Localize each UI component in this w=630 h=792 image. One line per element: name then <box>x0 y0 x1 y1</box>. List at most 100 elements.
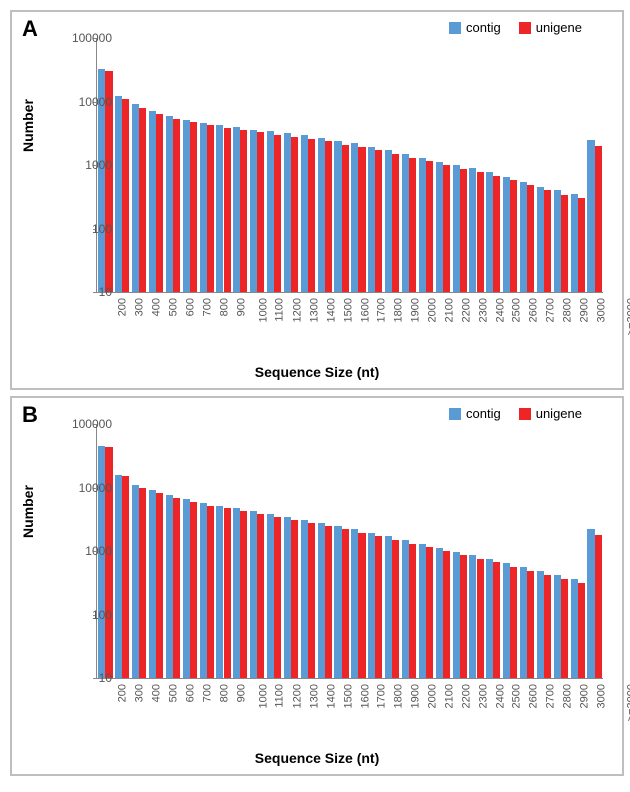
chart-box: BcontigunigeneNumberSequence Size (nt)10… <box>10 396 624 776</box>
x-tick-label: 700 <box>201 298 213 316</box>
page: AcontigunigeneNumberSequence Size (nt)10… <box>0 0 630 792</box>
x-tick-label: 900 <box>235 298 247 316</box>
bar <box>520 567 527 678</box>
bar <box>308 523 315 678</box>
x-tick-label: 2300 <box>477 298 489 322</box>
x-tick-label: 400 <box>151 684 163 702</box>
bar <box>284 517 291 678</box>
bar <box>308 139 315 292</box>
bar <box>561 195 568 292</box>
bar <box>139 108 146 292</box>
bar <box>537 571 544 678</box>
x-tick-label: 1900 <box>410 298 422 322</box>
chart-box: AcontigunigeneNumberSequence Size (nt)10… <box>10 10 624 390</box>
legend-swatch <box>519 22 531 34</box>
bar <box>587 529 594 678</box>
bar <box>358 533 365 678</box>
x-tick-label: 2800 <box>561 298 573 322</box>
bar <box>375 536 382 678</box>
panel-label: B <box>22 402 38 428</box>
bar <box>385 536 392 678</box>
bar <box>233 508 240 678</box>
y-tick-label: 100 <box>52 222 112 236</box>
bar <box>301 135 308 292</box>
x-tick-label: 1300 <box>308 298 320 322</box>
y-tick-label: 1000 <box>52 544 112 558</box>
bar <box>224 128 231 292</box>
x-tick-label: 1400 <box>325 684 337 708</box>
bar <box>469 168 476 292</box>
x-tick-label: 3000 <box>595 684 607 708</box>
plot-area <box>96 38 603 293</box>
bar <box>156 114 163 292</box>
x-tick-label: 1600 <box>359 298 371 322</box>
bar <box>334 526 341 678</box>
bar <box>207 506 214 678</box>
bar <box>561 579 568 678</box>
legend-label: contig <box>466 20 501 35</box>
x-tick-label: 2000 <box>427 298 439 322</box>
bar <box>544 190 551 292</box>
bar <box>493 562 500 678</box>
bar <box>368 147 375 292</box>
legend-label: unigene <box>536 20 582 35</box>
bar <box>493 176 500 292</box>
bar <box>392 154 399 292</box>
bar <box>453 165 460 292</box>
bar <box>342 529 349 678</box>
legend-swatch <box>519 408 531 420</box>
bar <box>477 559 484 678</box>
x-tick-label: 2400 <box>494 684 506 708</box>
x-tick-label: 2900 <box>578 684 590 708</box>
bar <box>469 555 476 678</box>
bar <box>267 131 274 292</box>
bar <box>318 138 325 292</box>
x-tick-label: 2000 <box>427 684 439 708</box>
bar <box>173 119 180 293</box>
x-tick-label: 800 <box>218 684 230 702</box>
legend-swatch <box>449 408 461 420</box>
bar <box>207 125 214 292</box>
x-tick-label: 1800 <box>393 298 405 322</box>
x-tick-label: 2100 <box>443 684 455 708</box>
bar <box>274 517 281 678</box>
bar <box>351 529 358 678</box>
bar <box>166 116 173 292</box>
x-tick-label: >=3000 <box>625 298 630 335</box>
y-axis-label: Number <box>20 99 36 152</box>
bar <box>240 130 247 292</box>
bar <box>443 165 450 292</box>
bar <box>527 185 534 292</box>
x-tick-label: 1200 <box>292 684 304 708</box>
plot-area <box>96 424 603 679</box>
bar <box>257 132 264 292</box>
bar <box>122 476 129 678</box>
bar <box>460 169 467 292</box>
bar <box>190 502 197 678</box>
x-tick-label: 2400 <box>494 298 506 322</box>
bar <box>250 130 257 292</box>
bar <box>595 535 602 678</box>
panel-b: BcontigunigeneNumberSequence Size (nt)10… <box>10 396 620 772</box>
bar <box>385 150 392 292</box>
x-tick-label: 2200 <box>460 684 472 708</box>
y-tick-label: 10000 <box>52 95 112 109</box>
x-tick-label: 200 <box>117 684 129 702</box>
bar <box>291 520 298 678</box>
bar <box>486 559 493 678</box>
x-tick-label: 1800 <box>393 684 405 708</box>
x-tick-label: 2200 <box>460 298 472 322</box>
bar <box>115 96 122 292</box>
bar <box>368 533 375 678</box>
bar <box>149 111 156 292</box>
x-tick-label: 2700 <box>545 684 557 708</box>
bar <box>132 485 139 678</box>
x-tick-label: 2500 <box>511 298 523 322</box>
x-tick-label: 2600 <box>528 684 540 708</box>
x-tick-label: 1500 <box>342 684 354 708</box>
bar <box>460 555 467 678</box>
bar <box>233 127 240 292</box>
bar <box>426 161 433 292</box>
bar <box>250 511 257 678</box>
bar <box>578 583 585 678</box>
